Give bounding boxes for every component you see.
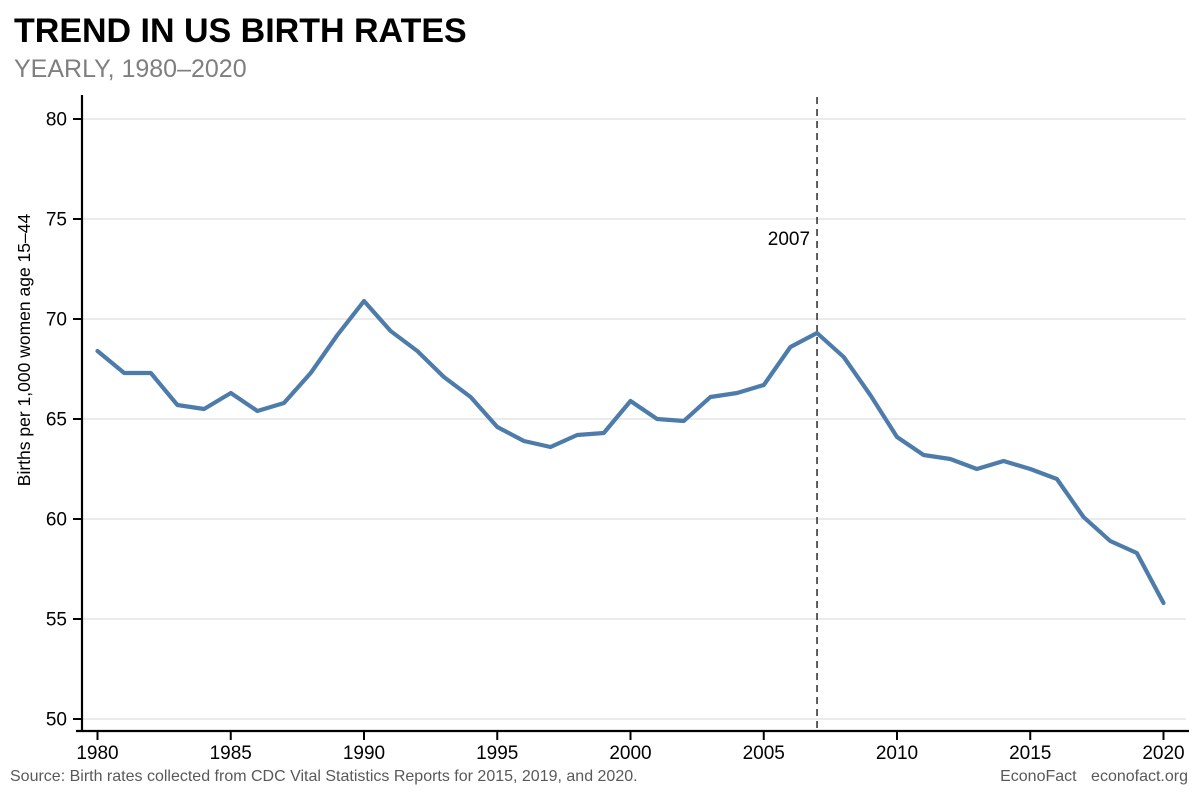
x-tick-label: 2020 bbox=[1142, 743, 1184, 764]
brand-site-link[interactable]: econofact.org bbox=[1091, 768, 1188, 785]
y-tick-label: 55 bbox=[46, 610, 67, 631]
x-tick-label: 2000 bbox=[609, 743, 651, 764]
y-axis-title: Births per 1,000 women age 15–44 bbox=[14, 214, 34, 487]
y-tick-label: 60 bbox=[46, 510, 67, 531]
page-title: TREND IN US BIRTH RATES bbox=[14, 12, 467, 50]
y-tick-label: 70 bbox=[46, 310, 67, 331]
y-tick-label: 65 bbox=[46, 410, 67, 431]
y-tick-label: 75 bbox=[46, 210, 67, 231]
source-note: Source: Birth rates collected from CDC V… bbox=[10, 768, 638, 785]
x-tick-label: 1985 bbox=[210, 743, 252, 764]
brand-credit: EconoFact econofact.org bbox=[1000, 768, 1188, 786]
x-tick-label: 1995 bbox=[476, 743, 518, 764]
x-tick-label: 2005 bbox=[743, 743, 785, 764]
annotation-label: 2007 bbox=[768, 229, 810, 250]
y-tick-label: 50 bbox=[46, 710, 67, 731]
y-tick-label: 80 bbox=[46, 110, 67, 131]
brand-name: EconoFact bbox=[1000, 768, 1077, 785]
x-tick-label: 2010 bbox=[876, 743, 918, 764]
x-tick-label: 1980 bbox=[76, 743, 118, 764]
trend-line bbox=[95, 298, 1166, 606]
x-tick-label: 1990 bbox=[343, 743, 385, 764]
x-tick-label: 2015 bbox=[1009, 743, 1051, 764]
page-subtitle: YEARLY, 1980–2020 bbox=[14, 55, 247, 83]
